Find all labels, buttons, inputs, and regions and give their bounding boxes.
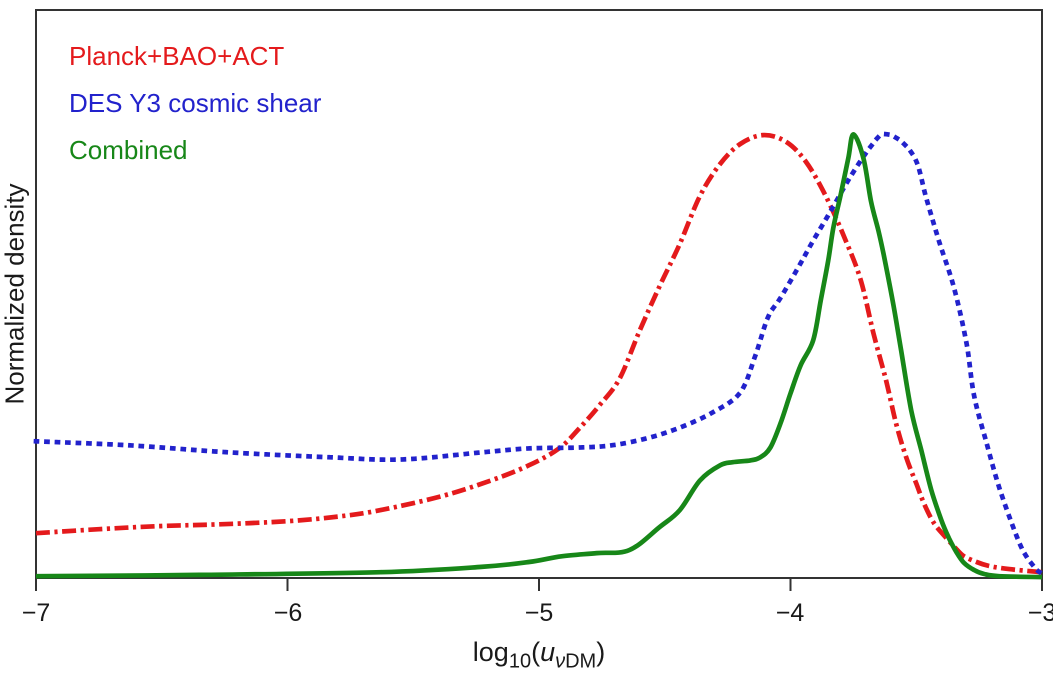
x-axis-label: log10(uνDM)	[472, 637, 606, 671]
legend-item-des-y3-cosmic-shear: DES Y3 cosmic shear	[69, 88, 322, 118]
legend-item-combined: Combined	[69, 135, 188, 165]
legend: Planck+BAO+ACT DES Y3 cosmic shear Combi…	[69, 41, 321, 182]
xlabel-base: 10	[508, 650, 532, 673]
xlabel-variable: u	[540, 637, 556, 667]
legend-item-planck-bao-act: Planck+BAO+ACT	[69, 41, 285, 71]
x-tick-label-m4: −4	[775, 599, 805, 627]
xlabel-sub-nu: ν	[555, 650, 566, 673]
xlabel-sub-dm: DM	[565, 650, 597, 673]
xlabel-close-paren: )	[596, 637, 606, 667]
y-axis-label: Normalized density	[0, 183, 30, 405]
x-tick-label-m7: −7	[21, 599, 51, 627]
x-tick-label-m6: −6	[273, 599, 303, 627]
x-tick-label-m3: −3	[1027, 599, 1053, 627]
series-line-planck-bao-act	[35, 132, 1043, 575]
xlabel-open-paren: (	[531, 637, 541, 667]
x-tick-label-m5: −5	[524, 599, 554, 627]
xlabel-log: log	[472, 637, 509, 667]
series-line-combined	[35, 131, 1043, 580]
series-line-des-y3-cosmic-shear	[33, 131, 1046, 576]
